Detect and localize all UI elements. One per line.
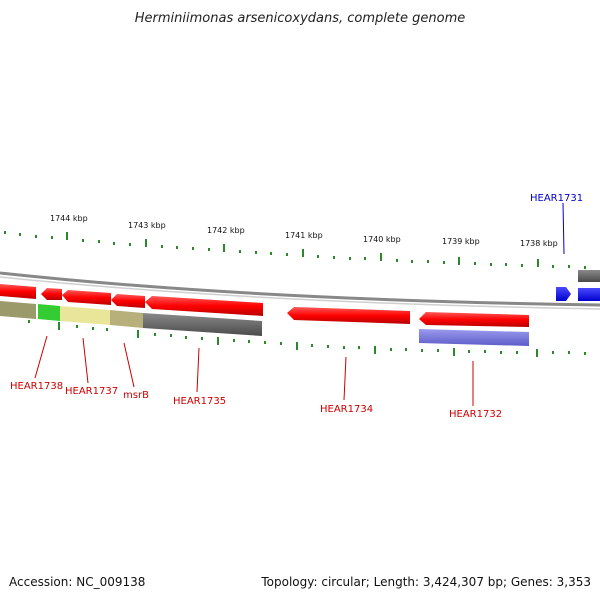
tick-label-1743: 1743 kbp — [128, 221, 166, 230]
genome-backbone — [0, 271, 600, 310]
lower-tick-track — [28, 320, 586, 357]
gene-arrow-hear1735[interactable] — [145, 296, 263, 316]
gene-label-hear1732[interactable]: HEAR1732 — [449, 409, 502, 420]
gene-label-hear1734[interactable]: HEAR1734 — [320, 404, 373, 415]
annotation-track — [0, 301, 529, 346]
gene-label-hear1737[interactable]: HEAR1737 — [65, 386, 118, 397]
tick-label-1740: 1740 kbp — [363, 235, 401, 244]
gene-label-hear1735[interactable]: HEAR1735 — [173, 396, 226, 407]
tick-label-1741: 1741 kbp — [285, 231, 323, 240]
gene-label-msrb[interactable]: msrB — [123, 390, 149, 401]
tick-label-1744: 1744 kbp — [50, 214, 88, 223]
label-leader-lines — [34, 202, 565, 406]
genome-summary-text: Topology: circular; Length: 3,424,307 bp… — [261, 575, 591, 589]
gene-label-hear1731[interactable]: HEAR1731 — [530, 193, 583, 204]
gene-arrow-hear1731[interactable] — [556, 287, 571, 301]
gene-arrow-msrb[interactable] — [62, 290, 111, 305]
page-title: Herminiimonas arsenicoxydans, complete g… — [134, 11, 466, 26]
tick-label-1742: 1742 kbp — [207, 226, 245, 235]
tick-label-1739: 1739 kbp — [442, 237, 480, 246]
tick-label-1738: 1738 kbp — [520, 239, 558, 248]
gene-arrow-hear1732[interactable] — [419, 312, 529, 327]
gene-label-hear1738[interactable]: HEAR1738 — [10, 381, 63, 392]
gene-arrow-hear1734[interactable] — [287, 307, 410, 324]
gene-track-highlight — [556, 287, 600, 301]
gene-track-forward — [0, 284, 529, 327]
gene-block-hear1731-tail[interactable] — [578, 288, 600, 301]
gene-arrow-hear1738[interactable] — [0, 284, 36, 299]
gene-arrow-msrb-2[interactable] — [111, 294, 145, 308]
upper-tick-track — [4, 231, 586, 269]
gene-arrow-hear1737[interactable] — [41, 288, 62, 300]
accession-text: Accession: NC_009138 — [9, 575, 146, 589]
gene-block-right-gray — [578, 270, 600, 282]
